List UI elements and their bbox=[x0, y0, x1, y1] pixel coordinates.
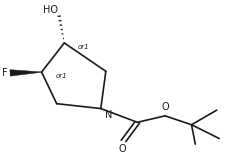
Text: O: O bbox=[118, 144, 126, 154]
Text: F: F bbox=[2, 68, 8, 78]
Text: HO: HO bbox=[43, 5, 58, 15]
Text: or1: or1 bbox=[55, 73, 67, 79]
Text: N: N bbox=[105, 110, 112, 120]
Text: or1: or1 bbox=[78, 44, 90, 50]
Text: O: O bbox=[161, 102, 169, 112]
Polygon shape bbox=[10, 70, 42, 76]
